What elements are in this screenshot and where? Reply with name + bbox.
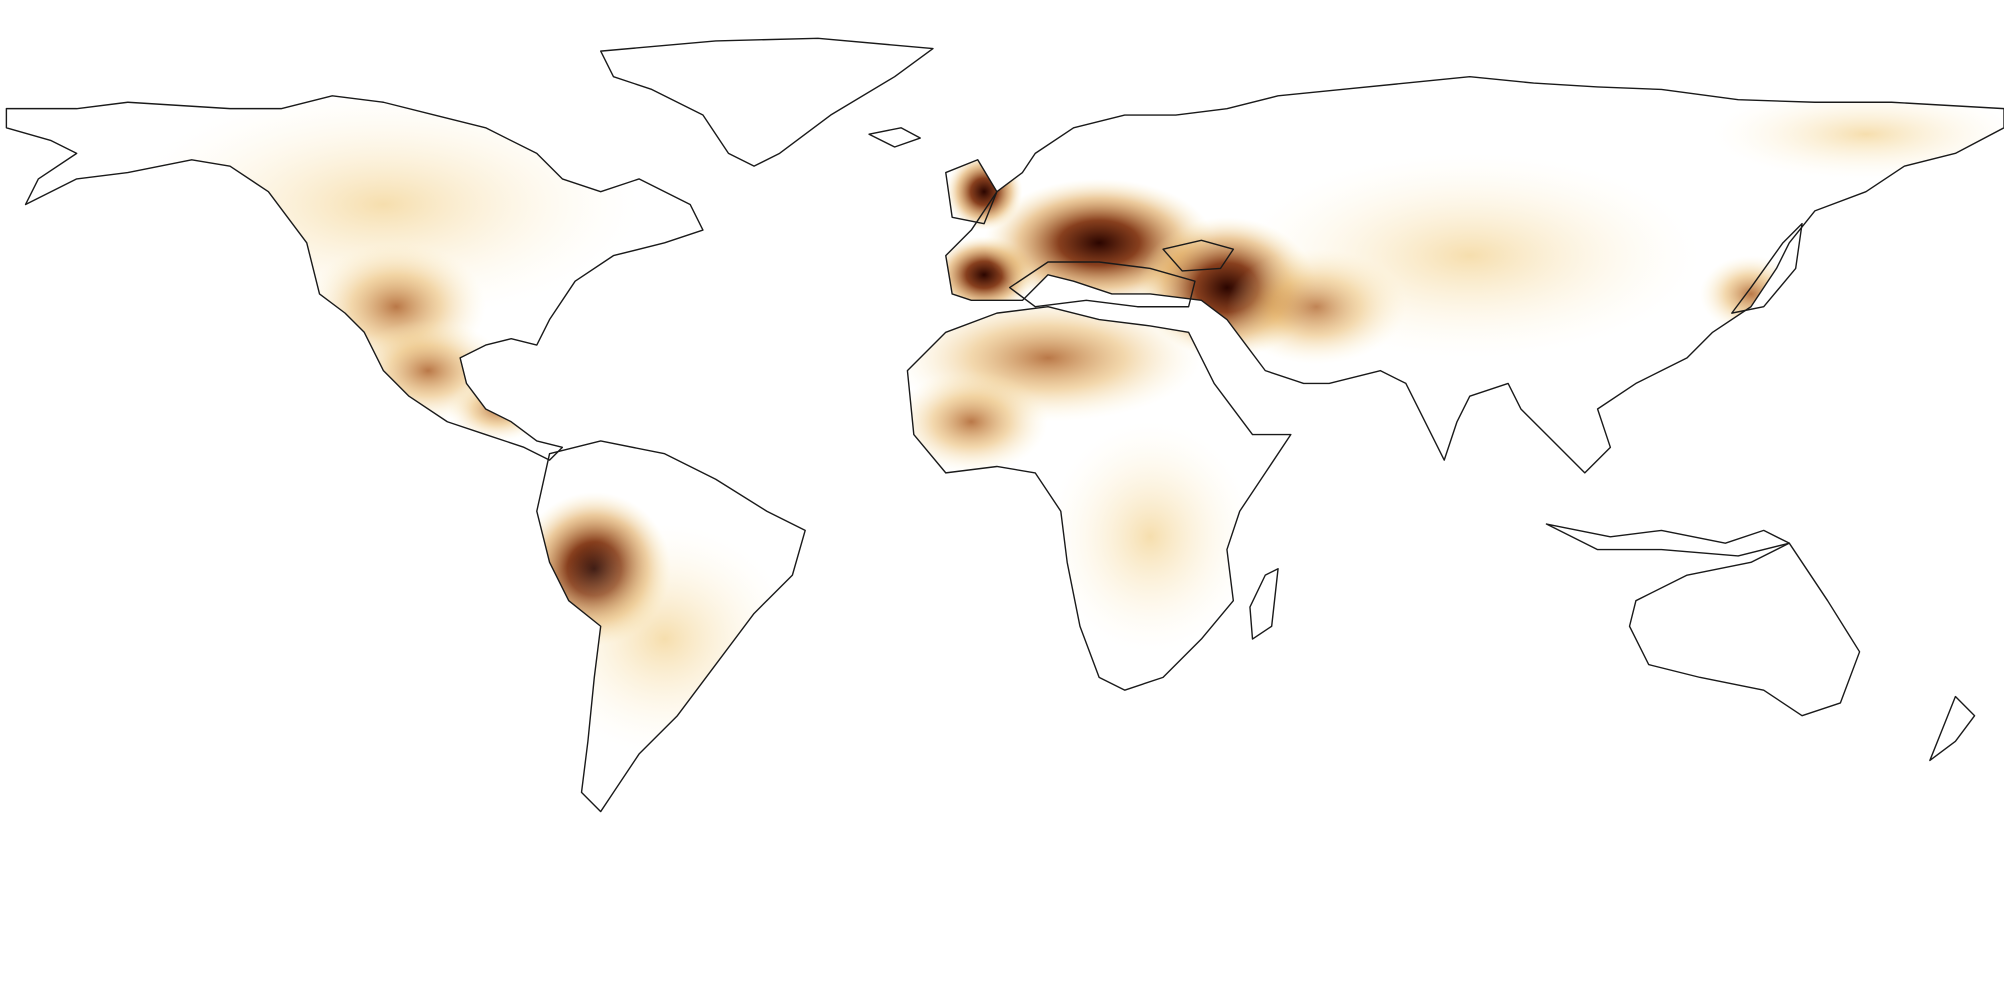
greenland — [599, 37, 934, 167]
australia — [1628, 542, 1861, 717]
britain — [945, 159, 998, 225]
north-america — [5, 95, 704, 461]
south-america — [536, 440, 806, 813]
japan — [1731, 222, 1803, 314]
heat-area — [536, 524, 793, 755]
heat-area — [1699, 255, 1803, 333]
madagascar — [1249, 568, 1279, 640]
iceland — [868, 127, 921, 148]
heat-area — [447, 377, 550, 441]
coastlines — [5, 37, 2004, 813]
mediterranean — [1008, 261, 1196, 308]
africa — [906, 306, 1292, 691]
heat-area — [1239, 153, 1700, 358]
heat-area — [1048, 421, 1253, 652]
heat-layer — [127, 89, 2004, 755]
heat-area — [894, 370, 1049, 473]
black-sea — [1162, 239, 1235, 272]
new-zealand — [1929, 695, 1976, 762]
indonesia — [1545, 523, 1790, 557]
eurasia — [945, 75, 2004, 474]
